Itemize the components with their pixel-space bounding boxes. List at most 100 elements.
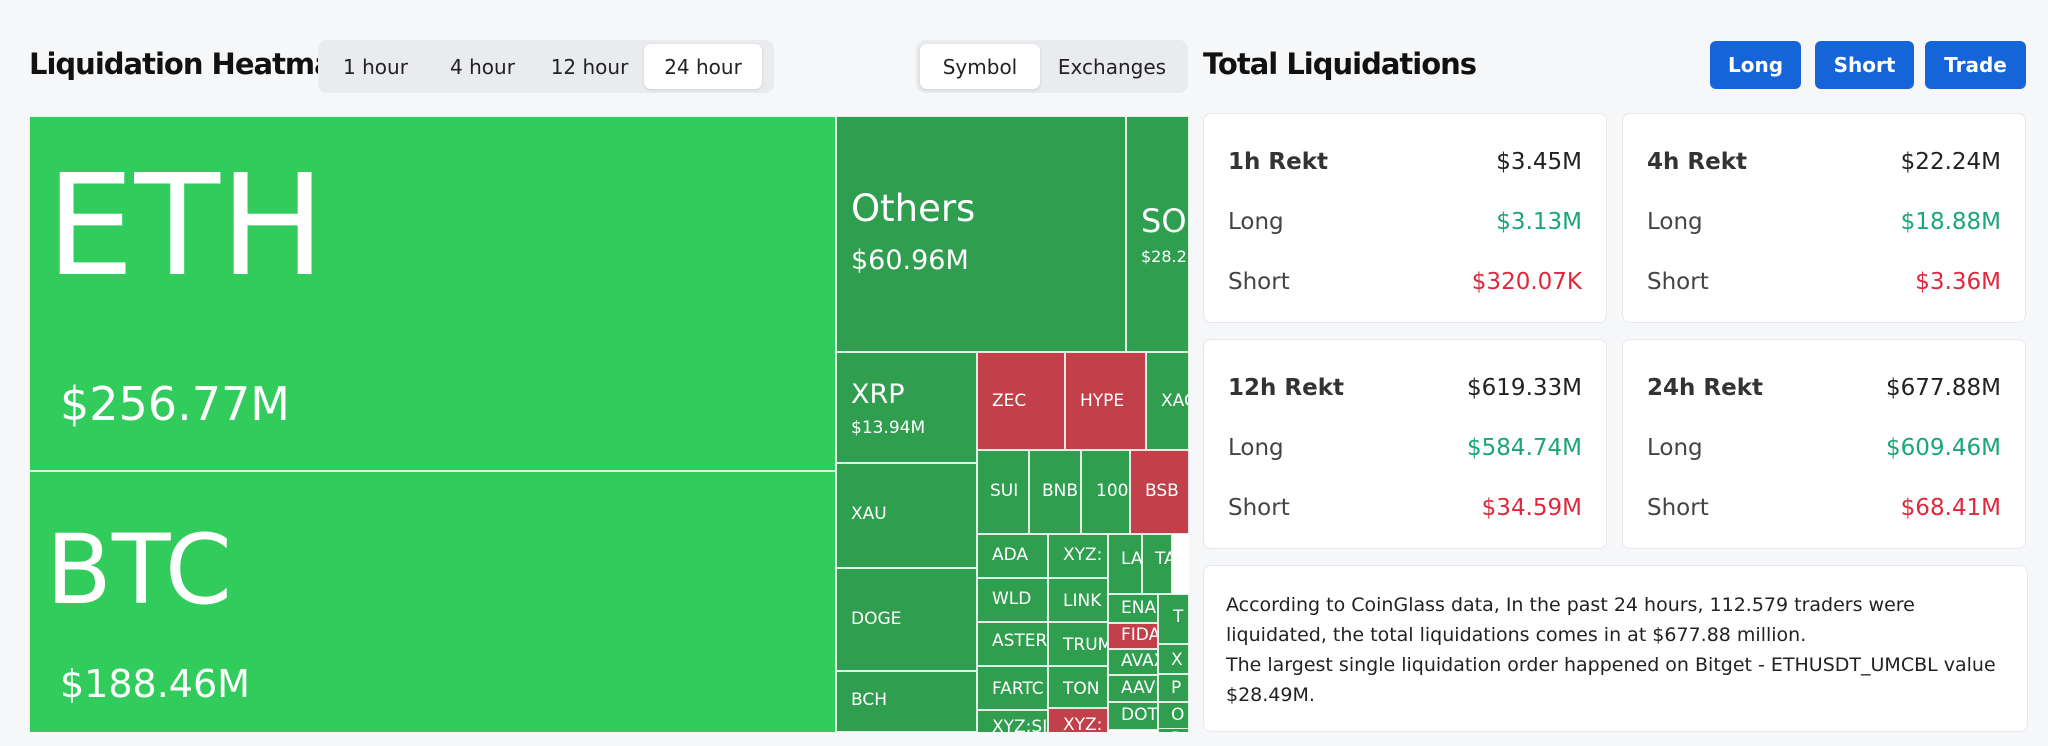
treemap-tile[interactable]: LA bbox=[1108, 534, 1142, 594]
treemap-tile[interactable]: TRUM bbox=[1048, 622, 1108, 666]
treemap-tile[interactable]: AVAX bbox=[1108, 649, 1158, 675]
tile-symbol: X bbox=[1171, 650, 1183, 670]
treemap-tile[interactable]: AAVE bbox=[1108, 675, 1158, 702]
summary-text: According to CoinGlass data, In the past… bbox=[1226, 594, 1915, 646]
liquidation-summary: According to CoinGlass data, In the past… bbox=[1203, 565, 2028, 732]
rekt-long-row: Long $609.46M bbox=[1647, 435, 2001, 461]
tab-1-hour[interactable]: 1 hour bbox=[343, 54, 408, 79]
treemap-tile[interactable]: DOT bbox=[1108, 702, 1158, 730]
heatmap-title: Liquidation Heatmap bbox=[29, 47, 353, 81]
treemap-tile[interactable]: XRP $13.94M bbox=[836, 352, 977, 463]
tile-symbol: P bbox=[1171, 729, 1181, 732]
tile-symbol: AAVE bbox=[1121, 678, 1157, 698]
rekt-short-row: Short $3.36M bbox=[1647, 269, 2001, 295]
rekt-card-24h: 24h Rekt $677.88M Long $609.46M Short $6… bbox=[1622, 339, 2026, 549]
rekt-short-value: $320.07K bbox=[1471, 269, 1582, 295]
treemap-tile[interactable]: DOGE bbox=[836, 568, 977, 671]
long-button[interactable]: Long bbox=[1710, 41, 1801, 89]
rekt-card-1h: 1h Rekt $3.45M Long $3.13M Short $320.07… bbox=[1203, 113, 1607, 323]
short-button[interactable]: Short bbox=[1815, 41, 1914, 89]
rekt-long-row: Long $18.88M bbox=[1647, 209, 2001, 235]
treemap-tile[interactable]: SOL $28.25 bbox=[1126, 116, 1189, 352]
tile-symbol: WLD bbox=[992, 589, 1032, 609]
rekt-period-label: 1h Rekt bbox=[1228, 149, 1328, 175]
rekt-long-row: Long $584.74M bbox=[1228, 435, 1582, 461]
treemap-tile[interactable]: XYZ: bbox=[1048, 708, 1108, 732]
treemap-tile[interactable]: XAG bbox=[1146, 352, 1189, 450]
treemap-tile[interactable]: TON bbox=[1048, 666, 1108, 708]
tile-symbol: 1000 bbox=[1096, 481, 1129, 501]
treemap-tile[interactable]: LINK bbox=[1048, 578, 1108, 622]
rekt-card-12h: 12h Rekt $619.33M Long $584.74M Short $3… bbox=[1203, 339, 1607, 549]
tile-symbol: XAG bbox=[1161, 391, 1188, 411]
tile-symbol: FIDA bbox=[1121, 625, 1158, 645]
rekt-total-value: $677.88M bbox=[1886, 375, 2001, 401]
grouping-selector: Symbol Exchanges bbox=[916, 40, 1188, 93]
tab-exchanges[interactable]: Exchanges bbox=[1057, 54, 1167, 79]
long-label: Long bbox=[1228, 209, 1284, 235]
tab-symbol[interactable]: Symbol bbox=[920, 44, 1040, 89]
tile-symbol: HYPE bbox=[1080, 391, 1125, 411]
treemap-tile[interactable]: X bbox=[1158, 644, 1189, 674]
tile-symbol: O bbox=[1171, 705, 1185, 725]
rekt-long-value: $3.13M bbox=[1496, 209, 1582, 235]
treemap-tile[interactable]: XYZ: bbox=[1048, 534, 1108, 578]
long-label: Long bbox=[1647, 435, 1703, 461]
tile-symbol: DOGE bbox=[851, 609, 902, 629]
timeframe-selector: 1 hour 4 hour 12 hour 24 hour bbox=[318, 40, 774, 93]
treemap-tile[interactable]: FIDA bbox=[1108, 623, 1158, 649]
treemap-tile[interactable]: BCH bbox=[836, 671, 977, 732]
tile-symbol: ETH bbox=[46, 145, 326, 308]
treemap-tile[interactable]: BNB bbox=[1029, 450, 1081, 534]
treemap-tile[interactable]: ASTER bbox=[977, 622, 1048, 666]
rekt-card-header: 12h Rekt $619.33M bbox=[1228, 375, 1582, 401]
treemap-tile[interactable]: O bbox=[1158, 702, 1189, 730]
long-label: Long bbox=[1647, 209, 1703, 235]
tab-4-hour[interactable]: 4 hour bbox=[450, 54, 515, 79]
long-label: Long bbox=[1228, 435, 1284, 461]
rekt-period-label: 4h Rekt bbox=[1647, 149, 1747, 175]
rekt-long-value: $18.88M bbox=[1900, 209, 2001, 235]
tile-symbol: BNB bbox=[1042, 481, 1079, 501]
treemap-tile[interactable]: 1000 bbox=[1081, 450, 1130, 534]
treemap-tile[interactable]: SUI bbox=[977, 450, 1029, 534]
rekt-short-value: $68.41M bbox=[1900, 495, 2001, 521]
rekt-period-label: 24h Rekt bbox=[1647, 375, 1763, 401]
treemap-tile[interactable]: WLD bbox=[977, 578, 1048, 622]
treemap-tile[interactable]: FARTC bbox=[977, 666, 1048, 710]
rekt-card-4h: 4h Rekt $22.24M Long $18.88M Short $3.36… bbox=[1622, 113, 2026, 323]
liquidation-treemap: ETH $256.77M BTC $188.46M Others $60.96M SOL $2… bbox=[29, 116, 1189, 732]
rekt-card-header: 24h Rekt $677.88M bbox=[1647, 375, 2001, 401]
treemap-tile[interactable]: P bbox=[1158, 674, 1189, 702]
tab-24-hour[interactable]: 24 hour bbox=[644, 44, 762, 89]
treemap-tile[interactable]: XAU bbox=[836, 463, 977, 568]
tile-value: $256.77M bbox=[60, 377, 290, 431]
tile-symbol: ENA bbox=[1121, 598, 1157, 618]
tile-symbol: BTC bbox=[46, 514, 232, 626]
tile-symbol: FARTC bbox=[992, 679, 1044, 699]
rekt-short-row: Short $68.41M bbox=[1647, 495, 2001, 521]
treemap-tile[interactable]: BSB bbox=[1130, 450, 1189, 534]
treemap-tile[interactable]: ZEC bbox=[977, 352, 1065, 450]
treemap-tile[interactable]: TA bbox=[1142, 534, 1172, 594]
rekt-period-label: 12h Rekt bbox=[1228, 375, 1344, 401]
treemap-tile[interactable]: T bbox=[1158, 594, 1189, 644]
tile-symbol: TON bbox=[1063, 679, 1100, 699]
treemap-tile[interactable]: HYPE bbox=[1065, 352, 1146, 450]
treemap-tile[interactable]: XYZ:SI bbox=[977, 710, 1048, 732]
treemap-tile[interactable]: Others $60.96M bbox=[836, 116, 1126, 352]
treemap-tile[interactable]: BTC $188.46M bbox=[29, 471, 836, 732]
treemap-tile[interactable]: P bbox=[1158, 728, 1189, 732]
treemap-tile[interactable]: ETH $256.77M bbox=[29, 116, 836, 471]
rekt-short-row: Short $34.59M bbox=[1228, 495, 1582, 521]
treemap-tile[interactable]: ADA bbox=[977, 534, 1048, 578]
trade-button[interactable]: Trade bbox=[1925, 41, 2026, 89]
total-liquidations-title: Total Liquidations bbox=[1203, 47, 1477, 81]
tile-symbol: TRUM bbox=[1063, 635, 1108, 655]
tile-symbol: XAU bbox=[851, 504, 887, 524]
rekt-total-value: $3.45M bbox=[1496, 149, 1582, 175]
treemap-tile[interactable]: ENA bbox=[1108, 594, 1158, 623]
tab-12-hour[interactable]: 12 hour bbox=[550, 54, 629, 79]
short-label: Short bbox=[1647, 269, 1709, 295]
tile-symbol: AVAX bbox=[1121, 651, 1157, 671]
